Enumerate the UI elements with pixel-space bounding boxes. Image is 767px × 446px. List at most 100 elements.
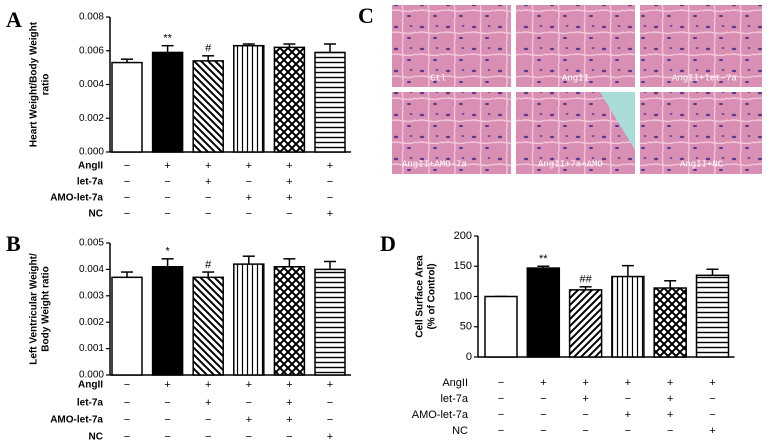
y-tick-label: 0.006 (79, 45, 104, 56)
treatment-sign: + (667, 409, 673, 421)
treatment-sign: − (164, 397, 170, 409)
treatment-sign: − (124, 176, 130, 188)
micrograph-gap (600, 92, 635, 150)
treatment-name: AMO-let-7a (50, 415, 103, 426)
treatment-sign: − (164, 431, 170, 443)
micrograph-label: AngII+let-7a (672, 73, 737, 83)
treatment-sign: + (246, 160, 252, 172)
treatment-sign: − (582, 425, 588, 437)
bar (233, 44, 265, 153)
y-tick-label: 0.000 (79, 147, 104, 158)
significance-mark: * (165, 246, 170, 258)
treatment-name: NC (89, 432, 103, 443)
treatment-sign: + (286, 379, 292, 391)
treatment-sign: + (327, 431, 333, 443)
treatment-sign: − (540, 425, 546, 437)
treatment-name: let-7a (77, 398, 104, 409)
panel-letter: D (380, 231, 396, 256)
treatment-sign: − (498, 377, 504, 389)
micrograph-label: AngII+AMO-7a (402, 159, 467, 169)
bar (653, 287, 687, 358)
treatment-sign: + (246, 379, 252, 391)
y-tick-label: 0.008 (79, 12, 104, 23)
treatment-sign: − (327, 414, 333, 426)
treatment-sign: + (286, 176, 292, 188)
treatment-sign: + (246, 192, 252, 204)
bar (233, 263, 265, 376)
micrograph-label: Ctl (430, 73, 446, 83)
treatment-sign: + (164, 379, 170, 391)
y-axis-label: Body Weight ratio (41, 266, 52, 351)
treatment-sign: − (246, 431, 252, 443)
bar (111, 61, 143, 153)
treatment-sign: − (709, 393, 715, 405)
treatment-sign: − (498, 425, 504, 437)
treatment-sign: + (286, 192, 292, 204)
treatment-sign: − (625, 425, 631, 437)
y-tick-label: 0.002 (79, 113, 104, 124)
treatment-sign: − (667, 425, 673, 437)
y-tick-label: 0.004 (79, 264, 104, 275)
y-axis-label: ratio (41, 74, 52, 96)
y-axis-label: Cell Surface Area (415, 255, 426, 338)
bar (151, 51, 184, 153)
y-tick-label: 0 (466, 351, 472, 363)
y-tick-label: 0.004 (79, 79, 104, 90)
treatment-sign: − (164, 208, 170, 220)
treatment-sign: − (164, 192, 170, 204)
treatment-name: AngII (442, 377, 468, 389)
y-tick-label: 0.001 (79, 343, 104, 354)
significance-mark: ## (579, 274, 592, 286)
treatment-sign: − (124, 431, 130, 443)
treatment-name: AMO-let-7a (412, 409, 469, 421)
treatment-sign: − (205, 431, 211, 443)
treatment-sign: + (205, 176, 211, 188)
y-axis-label: Heart Weight/Body Weight (29, 21, 40, 147)
treatment-name: let-7a (440, 393, 468, 405)
micrograph (392, 5, 511, 87)
y-tick-label: 0.002 (79, 317, 104, 328)
micrograph (640, 5, 762, 87)
treatment-sign: + (709, 425, 715, 437)
treatment-sign: − (540, 409, 546, 421)
treatment-sign: − (246, 397, 252, 409)
y-tick-label: 0.005 (79, 238, 104, 249)
treatment-sign: + (327, 208, 333, 220)
bar (484, 295, 518, 358)
y-tick-label: 100 (454, 290, 472, 302)
treatment-sign: − (246, 176, 252, 188)
treatment-sign: + (709, 377, 715, 389)
treatment-sign: + (540, 377, 546, 389)
y-tick-label: 200 (454, 230, 472, 242)
micrograph-label: AngII+7a+AMO (538, 159, 603, 169)
micrograph-grid: Ctl AngII AngII+let-7a AngII+AMO-7a AngI… (392, 5, 762, 174)
bar (526, 267, 561, 358)
treatment-sign: − (164, 176, 170, 188)
treatment-sign: + (582, 393, 588, 405)
treatment-sign: + (164, 160, 170, 172)
y-axis-label: Left Ventricular Weight/ (29, 253, 40, 365)
treatment-sign: − (327, 397, 333, 409)
treatment-sign: + (205, 379, 211, 391)
micrograph-label: AngII+NC (680, 159, 724, 169)
bar (151, 266, 184, 376)
treatment-sign: − (498, 393, 504, 405)
treatment-sign: − (582, 409, 588, 421)
treatment-sign: − (498, 409, 504, 421)
treatment-name: NC (89, 209, 103, 220)
significance-mark: ** (539, 253, 548, 265)
bar (111, 276, 143, 376)
treatment-sign: − (286, 431, 292, 443)
treatment-sign: − (164, 414, 170, 426)
treatment-name: let-7a (77, 177, 104, 188)
treatment-sign: + (246, 414, 252, 426)
treatment-sign: + (327, 160, 333, 172)
bar (192, 276, 224, 376)
treatment-sign: − (124, 208, 130, 220)
treatment-name: NC (452, 425, 468, 437)
y-tick-label: 50 (460, 321, 472, 333)
treatment-sign: + (625, 409, 631, 421)
y-tick-label: 150 (454, 260, 472, 272)
treatment-sign: − (286, 208, 292, 220)
